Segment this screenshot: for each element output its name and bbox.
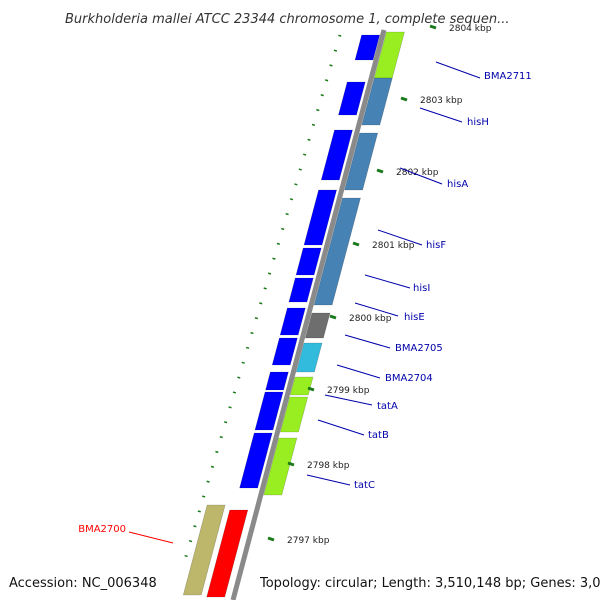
kbp-tick	[400, 96, 408, 102]
gene-block	[344, 132, 379, 191]
chromosome-backbone	[230, 29, 387, 600]
gene-block	[303, 189, 337, 246]
accession-text: Accession: NC_006348	[9, 576, 157, 591]
gene-leader-line	[336, 364, 381, 379]
gene-block	[254, 391, 284, 431]
gene-label[interactable]: hisH	[467, 117, 489, 128]
gene-block	[338, 81, 366, 116]
gene-label[interactable]: hisE	[404, 312, 425, 323]
gene-label[interactable]: BMA2705	[395, 343, 443, 354]
gene-label[interactable]: hisA	[447, 179, 468, 190]
gene-leader-line	[128, 531, 174, 544]
gene-leader-line	[344, 334, 391, 349]
gene-leader-line	[377, 229, 423, 246]
topology-text: Topology: circular; Length: 3,510,148 bp…	[259, 576, 600, 591]
gene-leader-line	[419, 107, 463, 123]
gene-block	[295, 247, 322, 276]
kbp-tick-label: 2798 kbp	[307, 461, 350, 471]
kbp-tick	[352, 241, 360, 247]
gene-labels: BMA2711 hisH hisA hisF hisI hisE BMA2705 BMA270…	[78, 61, 532, 544]
gene-block	[265, 371, 289, 391]
gene-leader-line	[399, 167, 443, 185]
kbp-tick-label: 2799 kbp	[327, 386, 370, 396]
kbp-tick-label: 2801 kbp	[372, 241, 415, 251]
gene-block	[313, 197, 361, 306]
gene-block	[304, 312, 331, 339]
gene-leader-line	[317, 419, 365, 436]
gene-leader-line	[306, 474, 351, 486]
kbp-tick-label: 2802 kbp	[396, 168, 439, 178]
kbp-tick-label: 2803 kbp	[420, 96, 463, 106]
kbp-tick-label: 2800 kbp	[349, 314, 392, 324]
kbp-tick	[267, 536, 275, 542]
gene-leader-line	[354, 302, 399, 317]
kbp-tick-label: 2797 kbp	[287, 536, 330, 546]
gene-block	[239, 432, 273, 489]
gene-label[interactable]: tatA	[377, 401, 398, 412]
gene-label[interactable]: BMA2700	[78, 524, 126, 535]
gene-block	[361, 77, 393, 126]
gene-block	[288, 277, 314, 303]
gene-block	[182, 504, 226, 596]
gene-block	[263, 437, 298, 496]
kbp-tick-label: 2804 kbp	[449, 24, 492, 34]
gene-block	[279, 307, 306, 336]
kbp-tick	[429, 24, 437, 30]
gene-leader-line	[364, 274, 411, 289]
gene-features	[182, 31, 405, 598]
gene-label[interactable]: BMA2711	[484, 71, 532, 82]
gene-label[interactable]: tatC	[354, 480, 375, 491]
gene-block	[320, 129, 353, 181]
gene-block	[271, 337, 298, 366]
gene-label[interactable]: BMA2704	[385, 373, 433, 384]
gene-block	[354, 34, 381, 61]
kbp-tick	[376, 168, 384, 174]
gene-block	[295, 342, 323, 373]
kbp-tick	[307, 386, 315, 392]
gene-leader-line	[324, 394, 373, 406]
gene-block	[206, 509, 249, 598]
gene-label[interactable]: hisF	[426, 240, 446, 251]
gene-block	[289, 376, 314, 396]
scale-ticks: 2804 kbp 2803 kbp 2802 kbp 2801 kbp 2800 kbp…	[267, 24, 492, 546]
kbp-tick	[287, 461, 295, 467]
map-title: Burkholderia mallei ATCC 23344 chromosom…	[65, 12, 510, 27]
kbp-tick	[329, 314, 337, 320]
gene-leader-line	[435, 61, 481, 79]
gene-label[interactable]: tatB	[368, 430, 389, 441]
gene-label[interactable]: hisI	[413, 283, 430, 294]
gene-block	[280, 396, 309, 433]
